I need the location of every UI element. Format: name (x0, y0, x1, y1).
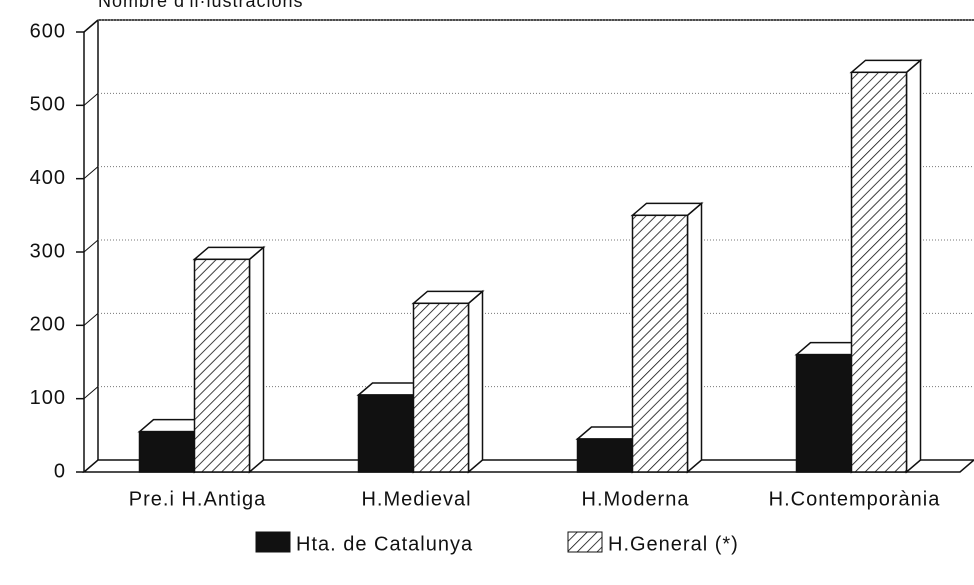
bar (192, 245, 266, 474)
legend-swatch (567, 531, 603, 553)
bar (411, 289, 485, 474)
bar-front (795, 353, 853, 473)
bar-side (686, 201, 703, 474)
wall-diagonal (83, 239, 99, 253)
y-axis-title: Nombre d'il·lustracions (98, 0, 304, 11)
bar-front (631, 214, 689, 473)
bar-side (467, 289, 484, 474)
wall-diagonal (83, 92, 99, 106)
x-tick-label: H.Moderna (582, 488, 690, 510)
x-tick-label: H.Medieval (361, 488, 471, 510)
legend-label: H.General (*) (608, 533, 739, 555)
bar-side (905, 58, 922, 474)
wall-diagonal (83, 312, 99, 326)
legend-label: Hta. de Catalunya (296, 533, 473, 555)
y-tick-label: 0 (54, 460, 66, 482)
x-tick-label: H.Contemporània (769, 488, 941, 510)
bar-front (193, 258, 251, 473)
bar-front (357, 394, 415, 473)
bar (849, 58, 923, 474)
bar-front (138, 430, 196, 473)
y-tick-label: 400 (30, 167, 66, 189)
x-tick-label: Pre.i H.Antiga (129, 488, 266, 510)
bar-front (850, 71, 908, 473)
bar-front (412, 302, 470, 473)
y-tick-label: 200 (30, 314, 66, 336)
wall-diagonal (83, 19, 99, 33)
y-tick-label: 300 (30, 240, 66, 262)
wall-diagonal (83, 386, 99, 400)
bar-side (248, 245, 265, 474)
bar (630, 201, 704, 474)
bar-front (576, 438, 634, 473)
y-tick-label: 600 (30, 20, 66, 42)
wall-diagonal (83, 166, 99, 180)
y-tick-label: 100 (30, 387, 66, 409)
legend-swatch (255, 531, 291, 553)
y-tick-label: 500 (30, 94, 66, 116)
